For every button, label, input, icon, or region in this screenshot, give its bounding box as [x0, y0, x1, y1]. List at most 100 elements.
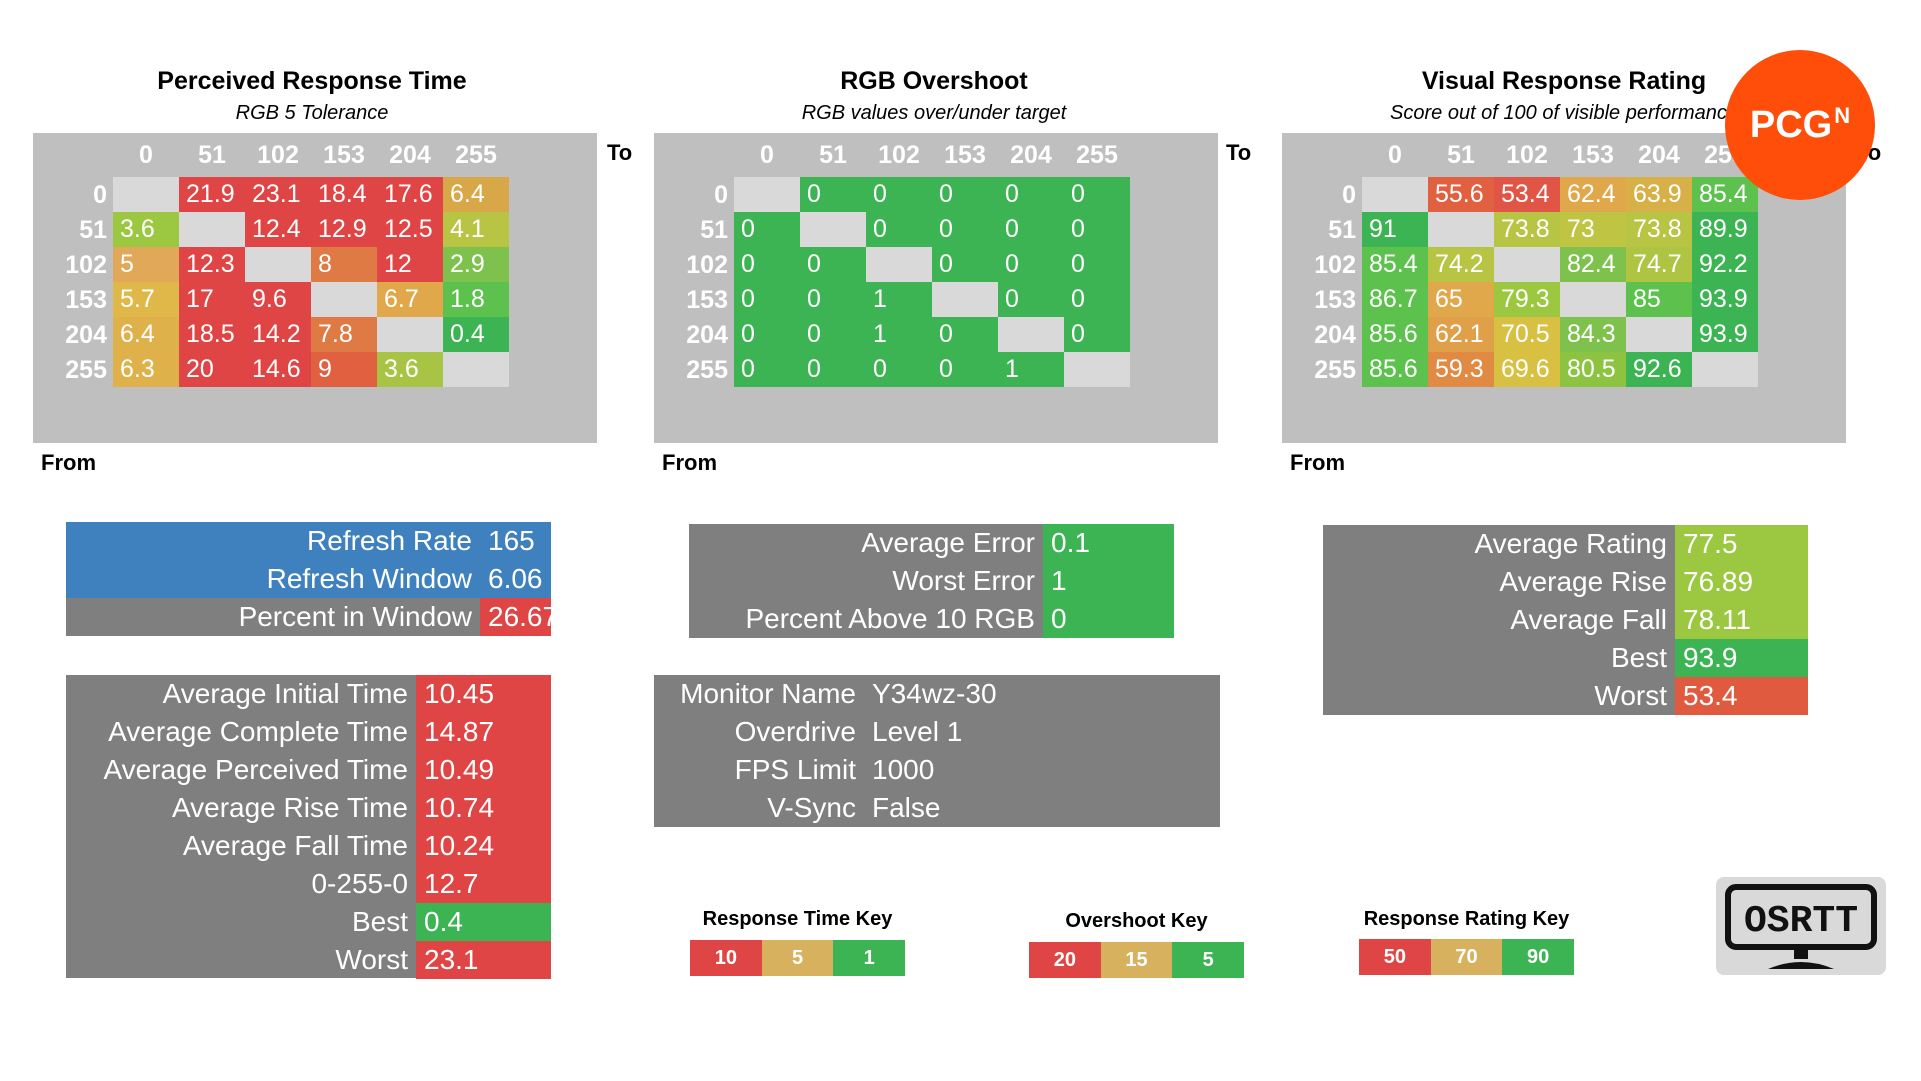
monitor-info-row: V-Sync False: [654, 789, 1220, 827]
cell-153-to-51: 0: [800, 282, 866, 317]
cell-102-to-204: 0: [998, 247, 1064, 282]
cell-102-to-204: 12: [377, 247, 443, 282]
cell-0-to-102: 0: [866, 177, 932, 212]
row-header-0: 0: [714, 181, 728, 209]
percent-in-window-label: Percent in Window: [238, 601, 472, 632]
cell-51-to-255: 89.9: [1692, 212, 1758, 247]
response-stat-label: Average Complete Time: [108, 716, 408, 747]
cell-51-to-0: 91: [1362, 212, 1428, 247]
overshoot-from-label: From: [662, 450, 717, 475]
cell-204-to-204: [1626, 317, 1692, 352]
cell-255-to-51: 59.3: [1428, 352, 1494, 387]
response-stat-label: Average Rise Time: [171, 792, 408, 823]
response-time-from-label: From: [41, 450, 96, 475]
cell-204-to-0: 6.4: [113, 317, 179, 352]
cell-153-to-204: 0: [998, 282, 1064, 317]
cell-51-to-153: 0: [932, 212, 998, 247]
pcgn-logo: PCG N: [1725, 50, 1875, 200]
cell-153-to-102: 9.6: [245, 282, 311, 317]
rating-stat-row: Average Rise 76.89: [1323, 563, 1808, 601]
cell-51-to-204: 0: [998, 212, 1064, 247]
cell-102-to-51: 74.2: [1428, 247, 1494, 282]
refresh-window-label: Refresh Window: [266, 563, 472, 594]
cell-255-to-51: 20: [179, 352, 245, 387]
cell-102-to-153: 8: [311, 247, 377, 282]
cell-255-to-204: 92.6: [1626, 352, 1692, 387]
response-stat-value: 10.74: [416, 789, 551, 827]
refresh-window-value: 6.06: [480, 560, 551, 598]
cell-255-to-153: 9: [311, 352, 377, 387]
cell-255-to-0: 0: [734, 352, 800, 387]
response-time-key-green: 1: [833, 940, 906, 976]
response-stat-label: Worst: [335, 944, 408, 975]
rating-stat-label: Average Rating: [1474, 528, 1668, 559]
row-header-0: 0: [1342, 181, 1356, 209]
cell-255-to-0: 6.3: [113, 352, 179, 387]
cell-51-to-51: [179, 212, 245, 247]
cell-153-to-153: [932, 282, 998, 317]
rating-stat-value: 77.5: [1675, 525, 1808, 563]
rating-stat-row: Average Fall 78.11: [1323, 601, 1808, 639]
refresh-rate-label: Refresh Rate: [307, 525, 472, 556]
cell-255-to-102: 0: [866, 352, 932, 387]
overshoot-title: RGB Overshoot: [840, 67, 1028, 95]
cell-102-to-0: 0: [734, 247, 800, 282]
response-stat-value: 10.24: [416, 827, 551, 865]
cell-0-to-204: 0: [998, 177, 1064, 212]
response-stat-label: Average Fall Time: [182, 830, 408, 861]
cell-102-to-255: 0: [1064, 247, 1130, 282]
row-header-255: 255: [1314, 356, 1356, 384]
cell-51-to-204: 73.8: [1626, 212, 1692, 247]
rating-key: 50 70 90: [1359, 939, 1575, 975]
rating-stat-label: Average Rise: [1499, 566, 1667, 597]
monitor-info-value: Y34wz-30: [872, 678, 997, 709]
cell-51-to-51: [800, 212, 866, 247]
cell-255-to-204: 1: [998, 352, 1064, 387]
rating-stat-label: Worst: [1594, 680, 1667, 711]
row-header-102: 102: [1314, 251, 1356, 279]
row-header-153: 153: [1314, 286, 1356, 314]
column-header-102: 102: [878, 141, 920, 169]
cell-102-to-255: 2.9: [443, 247, 509, 282]
column-header-204: 204: [1010, 141, 1052, 169]
cell-102-to-255: 92.2: [1692, 247, 1758, 282]
row-header-204: 204: [1314, 321, 1356, 349]
svg-text:OSRTT: OSRTT: [1744, 900, 1858, 943]
cell-204-to-204: [998, 317, 1064, 352]
cell-0-to-0: [734, 177, 800, 212]
monitor-info-value: False: [872, 792, 941, 823]
cell-102-to-51: 12.3: [179, 247, 245, 282]
rating-title: Visual Response Rating: [1421, 67, 1707, 95]
cell-204-to-0: 0: [734, 317, 800, 352]
response-stat-row: Worst 23.1: [66, 941, 551, 979]
response-time-to-label: To: [607, 140, 633, 165]
cell-255-to-204: 3.6: [377, 352, 443, 387]
column-header-51: 51: [1447, 141, 1475, 169]
cell-204-to-102: 14.2: [245, 317, 311, 352]
row-header-51: 51: [1328, 216, 1356, 244]
refresh-window-row: Refresh Window 6.06: [66, 560, 551, 598]
rating-stat-value: 76.89: [1675, 563, 1808, 601]
response-stat-value: 23.1: [416, 941, 551, 979]
cell-255-to-255: [443, 352, 509, 387]
cell-204-to-153: 0: [932, 317, 998, 352]
cell-0-to-51: 0: [800, 177, 866, 212]
response-stat-row: 0-255-0 12.7: [66, 865, 551, 903]
rating-from-label: From: [1290, 450, 1345, 475]
overshoot-stats-box: Average Error 0.1 Worst Error 1 Percent Abov…: [689, 524, 1174, 638]
rating-key-red: 50: [1359, 939, 1431, 975]
cell-204-to-102: 1: [866, 317, 932, 352]
column-header-204: 204: [1638, 141, 1680, 169]
cell-51-to-153: 73: [1560, 212, 1626, 247]
cell-51-to-204: 12.5: [377, 212, 443, 247]
cell-0-to-255: 0: [1064, 177, 1130, 212]
percent-in-window-value: 26.67: [480, 598, 558, 636]
rating-stat-value: 78.11: [1675, 601, 1808, 639]
overshoot-stat-row: Worst Error 1: [689, 562, 1174, 600]
monitor-info-label: Overdrive: [734, 716, 856, 747]
overshoot-to-label: To: [1226, 140, 1252, 165]
rating-stat-value: 53.4: [1675, 677, 1808, 715]
overshoot-stat-row: Average Error 0.1: [689, 524, 1174, 562]
cell-102-to-153: 82.4: [1560, 247, 1626, 282]
cell-153-to-51: 65: [1428, 282, 1494, 317]
